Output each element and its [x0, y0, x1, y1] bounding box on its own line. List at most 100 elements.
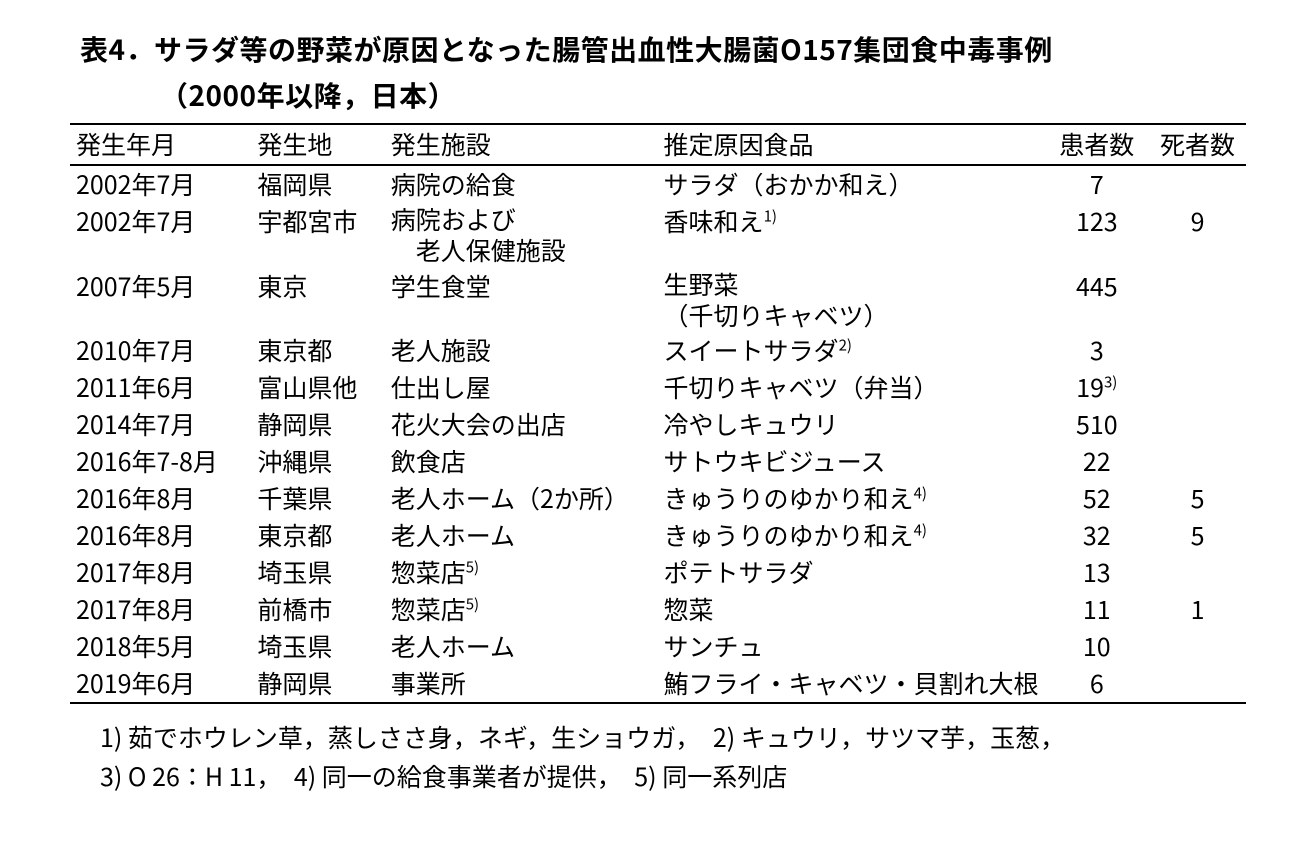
cell-date: 2007年5月 — [70, 268, 251, 333]
cell-deaths — [1149, 554, 1246, 591]
cell-place: 東京都 — [251, 332, 384, 369]
cell-food: スイートサラダ2) — [658, 332, 1045, 369]
page: 表4．サラダ等の野菜が原因となった腸管出血性大腸菌O157集団食中毒事例 （20… — [0, 0, 1316, 836]
cell-facility: 仕出し屋 — [385, 369, 658, 406]
cell-patients: 32 — [1045, 517, 1150, 554]
cell-deaths — [1149, 406, 1246, 443]
table-row: 2014年7月静岡県花火大会の出店冷やしキュウリ510 — [70, 406, 1246, 443]
cell-place: 東京 — [251, 268, 384, 333]
cell-deaths — [1149, 665, 1246, 703]
cell-facility: 老人施設 — [385, 332, 658, 369]
cell-food: 香味和え1) — [658, 203, 1045, 268]
cell-place: 沖縄県 — [251, 443, 384, 480]
cell-food: きゅうりのゆかり和え4) — [658, 480, 1045, 517]
cell-patients: 22 — [1045, 443, 1150, 480]
cell-place: 埼玉県 — [251, 628, 384, 665]
footnote-ref: 2) — [839, 335, 852, 356]
cell-food: サラダ（おかか和え） — [658, 165, 1045, 203]
table-row: 2017年8月埼玉県惣菜店5)ポテトサラダ13 — [70, 554, 1246, 591]
cell-facility: 病院の給食 — [385, 165, 658, 203]
cell-facility: 老人ホーム — [385, 628, 658, 665]
footnote-ref: 4) — [914, 483, 927, 504]
cell-place: 千葉県 — [251, 480, 384, 517]
cell-facility: 学生食堂 — [385, 268, 658, 333]
col-header-date: 発生年月 — [70, 124, 251, 165]
cell-facility: 惣菜店5) — [385, 554, 658, 591]
cell-patients: 193) — [1045, 369, 1150, 406]
outbreak-table: 発生年月 発生地 発生施設 推定原因食品 患者数 死者数 2002年7月福岡県病… — [70, 123, 1246, 704]
footnote-ref: 4) — [914, 520, 927, 541]
cell-food: きゅうりのゆかり和え4) — [658, 517, 1045, 554]
cell-facility: 病院および 老人保健施設 — [385, 203, 658, 268]
cell-place: 宇都宮市 — [251, 203, 384, 268]
footnote-ref: 1) — [764, 206, 777, 227]
cell-facility: 事業所 — [385, 665, 658, 703]
table-row: 2002年7月宇都宮市病院および 老人保健施設香味和え1)1239 — [70, 203, 1246, 268]
cell-place: 埼玉県 — [251, 554, 384, 591]
cell-facility: 惣菜店5) — [385, 591, 658, 628]
cell-food: サンチュ — [658, 628, 1045, 665]
cell-facility: 老人ホーム（2か所） — [385, 480, 658, 517]
cell-patients: 11 — [1045, 591, 1150, 628]
cell-patients: 6 — [1045, 665, 1150, 703]
cell-deaths: 5 — [1149, 517, 1246, 554]
cell-place: 福岡県 — [251, 165, 384, 203]
cell-patients: 13 — [1045, 554, 1150, 591]
cell-date: 2011年6月 — [70, 369, 251, 406]
cell-date: 2002年7月 — [70, 203, 251, 268]
col-header-deaths: 死者数 — [1149, 124, 1246, 165]
table-row: 2010年7月東京都老人施設スイートサラダ2)3 — [70, 332, 1246, 369]
cell-place: 前橋市 — [251, 591, 384, 628]
cell-facility: 花火大会の出店 — [385, 406, 658, 443]
cell-patients: 7 — [1045, 165, 1150, 203]
table-row: 2016年8月東京都老人ホームきゅうりのゆかり和え4)325 — [70, 517, 1246, 554]
cell-food: ポテトサラダ — [658, 554, 1045, 591]
table-row: 2019年6月静岡県事業所鮪フライ・キャベツ・貝割れ大根6 — [70, 665, 1246, 703]
cell-deaths: 5 — [1149, 480, 1246, 517]
cell-date: 2016年8月 — [70, 517, 251, 554]
footnote-line: 1) 茹でホウレン草，蒸しささ身，ネギ，生ショウガ， 2) キュウリ，サツマ芋，… — [100, 718, 1246, 757]
col-header-place: 発生地 — [251, 124, 384, 165]
cell-deaths — [1149, 268, 1246, 333]
cell-deaths — [1149, 443, 1246, 480]
table-body: 2002年7月福岡県病院の給食サラダ（おかか和え）72002年7月宇都宮市病院お… — [70, 165, 1246, 703]
cell-deaths — [1149, 332, 1246, 369]
cell-patients: 3 — [1045, 332, 1150, 369]
cell-date: 2016年7-8月 — [70, 443, 251, 480]
cell-food: 生野菜（千切りキャベツ） — [658, 268, 1045, 333]
table-row: 2016年7-8月沖縄県飲食店サトウキビジュース22 — [70, 443, 1246, 480]
cell-food: 冷やしキュウリ — [658, 406, 1045, 443]
footnote-ref: 5) — [466, 594, 479, 615]
col-header-food: 推定原因食品 — [658, 124, 1045, 165]
footnotes: 1) 茹でホウレン草，蒸しささ身，ネギ，生ショウガ， 2) キュウリ，サツマ芋，… — [100, 718, 1246, 796]
cell-date: 2002年7月 — [70, 165, 251, 203]
footnote-line: 3) O 26：H 11， 4) 同一の給食事業者が提供， 5) 同一系列店 — [100, 757, 1246, 796]
table-row: 2016年8月千葉県老人ホーム（2か所）きゅうりのゆかり和え4)525 — [70, 480, 1246, 517]
footnote-ref: 3) — [1104, 372, 1117, 393]
cell-deaths: 9 — [1149, 203, 1246, 268]
cell-date: 2014年7月 — [70, 406, 251, 443]
cell-food: 鮪フライ・キャベツ・貝割れ大根 — [658, 665, 1045, 703]
cell-place: 静岡県 — [251, 406, 384, 443]
cell-place: 富山県他 — [251, 369, 384, 406]
cell-place: 東京都 — [251, 517, 384, 554]
cell-deaths: 1 — [1149, 591, 1246, 628]
cell-date: 2017年8月 — [70, 554, 251, 591]
cell-food: 千切りキャベツ（弁当） — [658, 369, 1045, 406]
cell-deaths — [1149, 369, 1246, 406]
cell-patients: 123 — [1045, 203, 1150, 268]
cell-date: 2010年7月 — [70, 332, 251, 369]
col-header-facility: 発生施設 — [385, 124, 658, 165]
cell-deaths — [1149, 165, 1246, 203]
cell-facility: 飲食店 — [385, 443, 658, 480]
cell-food: 惣菜 — [658, 591, 1045, 628]
col-header-patients: 患者数 — [1045, 124, 1150, 165]
cell-patients: 445 — [1045, 268, 1150, 333]
table-header-row: 発生年月 発生地 発生施設 推定原因食品 患者数 死者数 — [70, 124, 1246, 165]
cell-facility: 老人ホーム — [385, 517, 658, 554]
cell-date: 2018年5月 — [70, 628, 251, 665]
table-row: 2007年5月東京学生食堂生野菜（千切りキャベツ）445 — [70, 268, 1246, 333]
table-title-line2: （2000年以降，日本） — [160, 75, 1246, 115]
table-row: 2011年6月富山県他仕出し屋千切りキャベツ（弁当）193) — [70, 369, 1246, 406]
cell-patients: 510 — [1045, 406, 1150, 443]
